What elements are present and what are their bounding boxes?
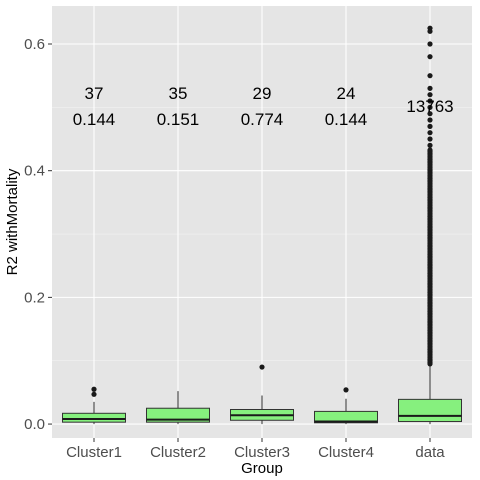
x-axis: Cluster1 Cluster2 Cluster3 Cluster4 data xyxy=(66,438,445,461)
y-axis-title: R2 withMortality xyxy=(4,168,21,275)
outlier-point xyxy=(427,54,433,60)
annotations-layer: 37 0.144 35 0.151 29 0.774 24 0.144 13763 xyxy=(73,84,454,129)
y-tick-label: 0.4 xyxy=(24,163,45,180)
count-label: 37 xyxy=(85,84,104,103)
boxes-layer xyxy=(62,25,462,425)
y-tick-label: 0.6 xyxy=(24,36,45,53)
outlier-point xyxy=(91,386,97,392)
outlier-point xyxy=(427,25,433,31)
outlier-point xyxy=(343,387,349,393)
count-label: 24 xyxy=(337,84,356,103)
outlier-point xyxy=(427,41,433,47)
x-tick-label: data xyxy=(415,444,445,461)
x-tick-label: Cluster2 xyxy=(150,444,206,461)
outlier-point xyxy=(427,98,433,104)
outlier-point xyxy=(91,391,97,397)
y-tick-label: 0.0 xyxy=(24,416,45,433)
outlier-point xyxy=(427,111,433,117)
value-label: 0.144 xyxy=(73,110,116,129)
y-axis: 0.0 0.2 0.4 0.6 xyxy=(24,36,52,433)
value-label: 0.774 xyxy=(241,110,284,129)
x-tick-label: Cluster4 xyxy=(318,444,374,461)
box-cluster1 xyxy=(62,386,126,425)
outlier-point xyxy=(259,364,265,370)
box-iqr xyxy=(62,412,126,423)
box-cluster4 xyxy=(314,387,378,425)
box-iqr xyxy=(314,410,378,424)
value-label: 0.151 xyxy=(157,110,200,129)
outlier-point xyxy=(427,73,433,79)
x-axis-title: Group xyxy=(241,460,283,477)
x-tick-label: Cluster1 xyxy=(66,444,122,461)
box-cluster2 xyxy=(146,391,210,425)
x-tick-label: Cluster3 xyxy=(234,444,290,461)
box-data xyxy=(398,25,462,425)
outlier-point xyxy=(427,92,433,98)
count-label: 35 xyxy=(169,84,188,103)
outlier-point xyxy=(427,142,433,148)
outlier-point xyxy=(427,136,433,142)
box-cluster3 xyxy=(230,364,294,425)
outlier-point xyxy=(427,123,433,129)
count-label: 13763 xyxy=(406,97,453,116)
y-tick-label: 0.2 xyxy=(24,289,45,306)
outlier-point xyxy=(427,147,433,153)
outlier-point xyxy=(427,104,433,110)
outlier-point xyxy=(427,85,433,91)
value-label: 0.144 xyxy=(325,110,368,129)
count-label: 29 xyxy=(253,84,272,103)
box-iqr xyxy=(398,398,462,423)
outlier-point xyxy=(427,117,433,123)
outlier-point xyxy=(427,130,433,136)
